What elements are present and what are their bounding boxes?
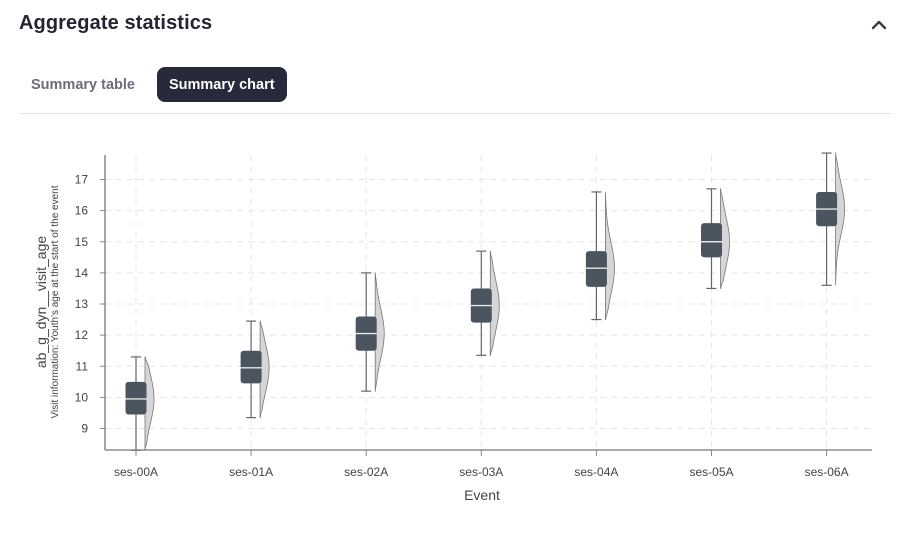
violin (605, 191, 615, 321)
x-tick-label: ses-06A (805, 465, 849, 479)
y-tick-label: 16 (75, 204, 89, 218)
y-axis-title: ab_g_dyn__visit_age (33, 236, 49, 369)
box-group-ses-03A (470, 250, 500, 356)
box (701, 223, 722, 258)
x-tick-label: ses-04A (574, 465, 618, 479)
divider (19, 113, 891, 114)
y-tick-label: 14 (75, 266, 89, 280)
y-axis-subtitle: Visit information: Youth's age at the st… (50, 185, 61, 418)
x-axis-title: Event (464, 487, 500, 503)
x-tick-label: ses-03A (459, 465, 503, 479)
chart-marks (125, 152, 846, 451)
section-title: Aggregate statistics (19, 12, 213, 34)
violin (489, 250, 500, 356)
violin (374, 272, 385, 392)
box-group-ses-05A (701, 188, 730, 290)
x-tick-label: ses-05A (689, 465, 733, 479)
collapse-button[interactable] (866, 12, 892, 38)
y-tick-label: 10 (75, 390, 89, 404)
box (240, 350, 262, 384)
violin (835, 152, 846, 286)
y-tick-label: 12 (75, 328, 89, 342)
y-tick-label: 9 (81, 422, 88, 436)
box (125, 381, 147, 415)
x-tick-label: ses-01A (229, 465, 273, 479)
tab-summary-chart[interactable]: Summary chart (156, 67, 287, 102)
view-tabs: Summary table Summary chart (19, 67, 287, 102)
box (585, 251, 607, 287)
y-tick-label: 11 (76, 359, 89, 373)
x-tick-label: ses-00A (114, 465, 158, 479)
tab-summary-table[interactable]: Summary table (19, 67, 147, 102)
y-tick-label: 15 (75, 235, 89, 249)
box-group-ses-02A (355, 272, 385, 392)
chevron-up-icon (871, 20, 887, 30)
box-group-ses-06A (816, 152, 846, 286)
y-tick-label: 17 (75, 173, 89, 187)
violin (720, 188, 730, 289)
box-group-ses-01A (240, 320, 270, 419)
y-tick-label: 13 (75, 297, 89, 311)
chart-axes: 9 10 11 12 13 14 15 16 17 ses-00A ses-01A ses-02A se… (75, 155, 872, 479)
box-group-ses-04A (585, 191, 615, 321)
x-tick-label: ses-02A (344, 465, 388, 479)
violin (144, 356, 155, 451)
box-group-ses-00A (125, 356, 155, 451)
violin (259, 320, 270, 419)
